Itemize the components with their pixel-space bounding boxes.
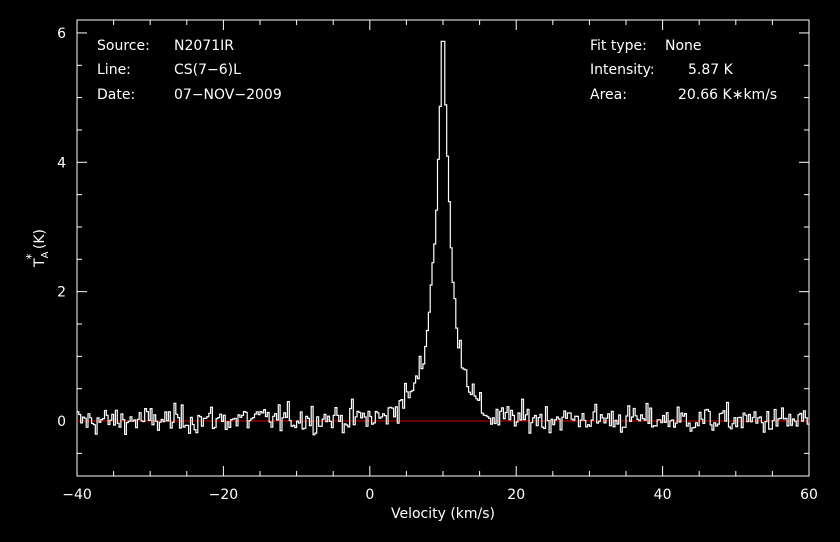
area-value: 20.66 K∗km/s [678, 87, 777, 103]
source-label: Source: [97, 38, 150, 54]
x-tick-label: 60 [800, 487, 818, 503]
y-axis-label-unit: (K) [32, 229, 48, 254]
line-label: Line: [97, 62, 131, 78]
x-tick-label: −40 [62, 487, 92, 503]
intensity-label: Intensity: [590, 62, 655, 78]
x-tick-label: 40 [654, 487, 672, 503]
plot-frame [76, 19, 810, 477]
x-tick-label: −20 [209, 487, 239, 503]
y-tick-label: 6 [57, 26, 66, 42]
y-axis-label-sub: A [40, 251, 51, 258]
source-value: N2071IR [174, 38, 234, 54]
tick-labels: −40 −20 0 20 40 60 0 2 4 6 [57, 26, 818, 503]
y-axis-label: TA* (K) [24, 229, 51, 268]
fit-type-label: Fit type: [590, 38, 647, 54]
axis-ticks [76, 20, 810, 476]
x-tick-label: 20 [507, 487, 525, 503]
y-axis-label-main: T [32, 258, 48, 268]
y-tick-label: 4 [57, 155, 66, 171]
y-axis-label-sup: * [24, 254, 38, 260]
intensity-value: 5.87 K [688, 62, 734, 78]
y-tick-label: 2 [57, 285, 66, 301]
x-tick-label: 0 [365, 487, 374, 503]
header-left: Source: N2071IR Line: CS(7−6)L Date: 07−… [97, 38, 282, 103]
fit-type-value: None [665, 38, 702, 54]
y-tick-label: 0 [57, 414, 66, 430]
date-label: Date: [97, 87, 135, 103]
svg-text:TA* (K): TA* (K) [24, 229, 51, 268]
date-value: 07−NOV−2009 [174, 87, 282, 103]
line-value: CS(7−6)L [174, 62, 241, 78]
spectrum-line [77, 40, 809, 436]
x-axis-label: Velocity (km/s) [391, 506, 495, 522]
header-right: Fit type: None Intensity: 5.87 K Area: 2… [590, 38, 777, 103]
area-label: Area: [590, 87, 627, 103]
